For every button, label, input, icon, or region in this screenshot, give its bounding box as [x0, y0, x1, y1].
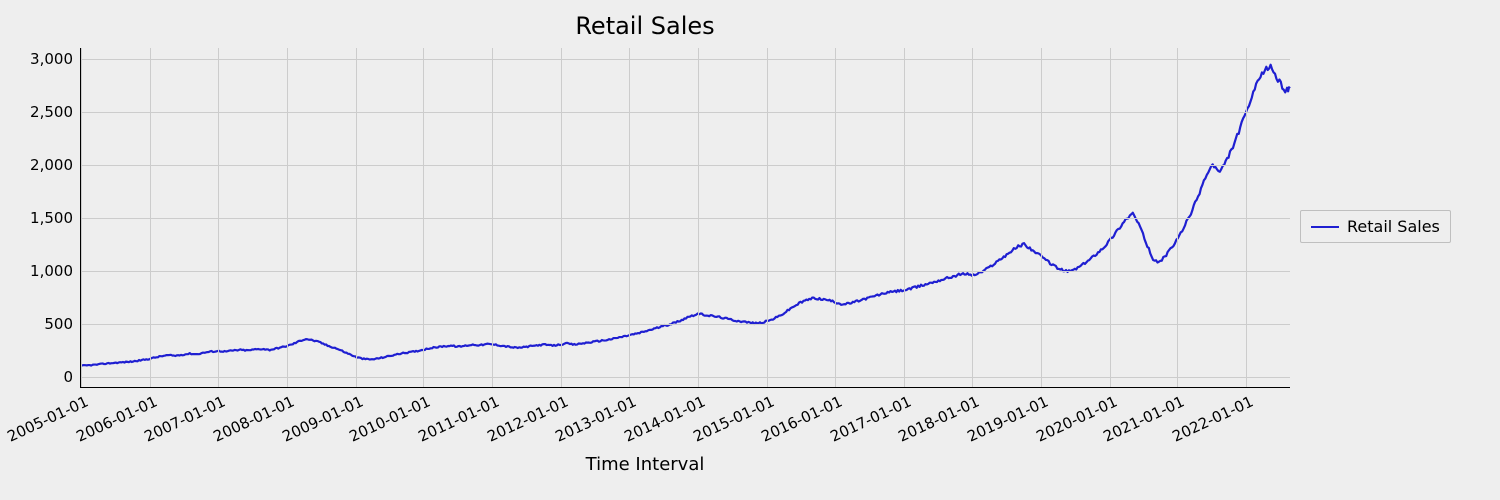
y-tick-label: 1,500: [30, 209, 81, 227]
y-tick-label: 500: [44, 315, 81, 333]
y-tick-label: 2,000: [30, 156, 81, 174]
y-tick-label: 2,500: [30, 103, 81, 121]
gridline-vertical: [767, 48, 768, 387]
x-axis-label: Time Interval: [0, 454, 1290, 475]
gridline-vertical: [1110, 48, 1111, 387]
chart-title: Retail Sales: [0, 12, 1290, 40]
gridline-vertical: [1246, 48, 1247, 387]
gridline-vertical: [81, 48, 82, 387]
y-tick-label: 0: [63, 368, 81, 386]
legend-line-sample: [1311, 226, 1339, 228]
gridline-vertical: [287, 48, 288, 387]
legend-label: Retail Sales: [1347, 217, 1440, 236]
gridline-vertical: [356, 48, 357, 387]
gridline-vertical: [972, 48, 973, 387]
plot-area: 05001,0001,5002,0002,5003,0002005-01-012…: [80, 48, 1290, 388]
y-tick-label: 1,000: [30, 262, 81, 280]
gridline-vertical: [492, 48, 493, 387]
gridline-vertical: [698, 48, 699, 387]
gridline-vertical: [904, 48, 905, 387]
y-tick-label: 3,000: [30, 50, 81, 68]
gridline-vertical: [150, 48, 151, 387]
gridline-vertical: [218, 48, 219, 387]
gridline-vertical: [561, 48, 562, 387]
gridline-vertical: [629, 48, 630, 387]
gridline-vertical: [1177, 48, 1178, 387]
gridline-vertical: [1041, 48, 1042, 387]
figure: Retail Sales 05001,0001,5002,0002,5003,0…: [0, 0, 1500, 500]
gridline-vertical: [835, 48, 836, 387]
gridline-vertical: [423, 48, 424, 387]
legend: Retail Sales: [1300, 210, 1451, 243]
